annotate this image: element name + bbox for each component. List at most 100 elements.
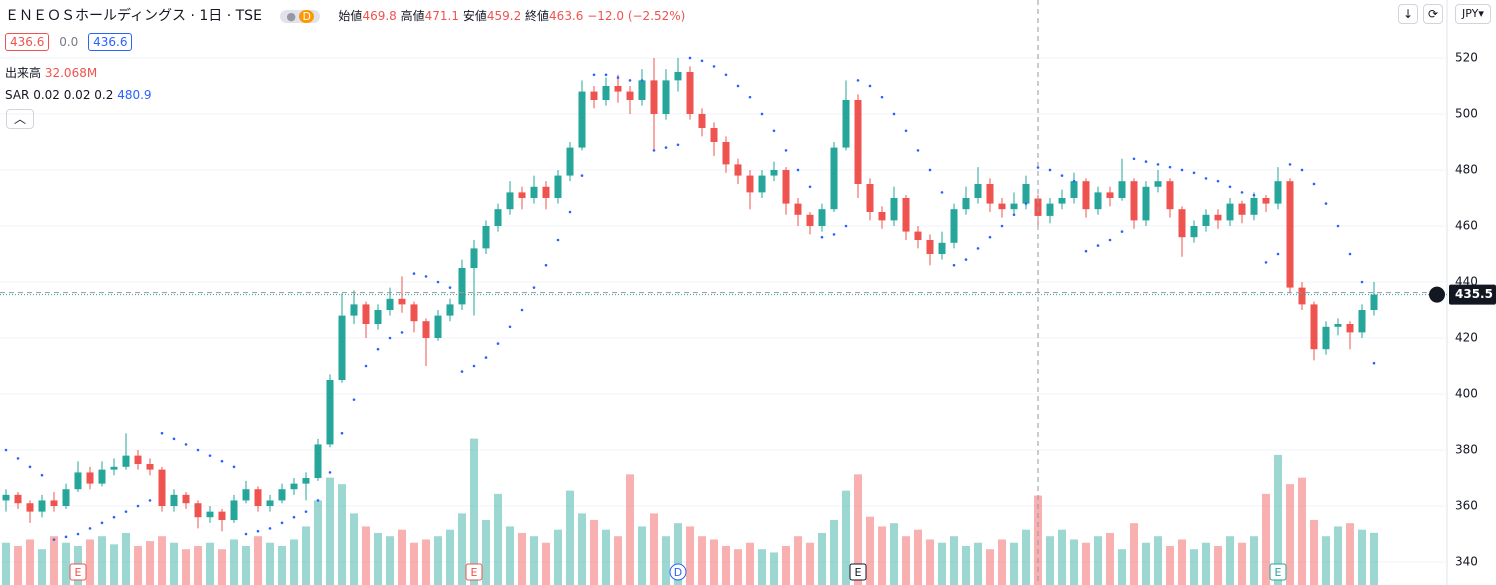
change: −12.0 (−2.52%) bbox=[587, 9, 686, 23]
candle-body bbox=[314, 444, 322, 479]
volume-bar bbox=[146, 541, 154, 585]
y-tick-label: 340 bbox=[1455, 555, 1478, 569]
header: ＥＮＥＯＳホールディングス · 1日 · TSE ● D 始値469.8 高値4… bbox=[5, 5, 685, 25]
volume-bar bbox=[650, 513, 658, 585]
event-marker bbox=[465, 563, 483, 581]
volume-bar bbox=[230, 539, 238, 585]
volume-bar bbox=[62, 542, 70, 585]
candle-body bbox=[494, 209, 502, 226]
candle-body bbox=[854, 99, 862, 184]
volume-bar bbox=[854, 474, 862, 585]
volume-bar bbox=[98, 536, 106, 585]
candle-body bbox=[146, 464, 154, 470]
candle-body bbox=[722, 141, 730, 165]
sar-dot bbox=[280, 521, 284, 525]
candle-body bbox=[290, 483, 298, 490]
volume-bar bbox=[1094, 536, 1102, 585]
sar-dot bbox=[448, 286, 452, 289]
collapse-button[interactable]: ︿ bbox=[6, 109, 34, 129]
sar-dot bbox=[1192, 171, 1196, 175]
sar-dot bbox=[868, 84, 872, 88]
sar-dot bbox=[268, 527, 272, 530]
volume-bar bbox=[722, 545, 730, 585]
sar-dot bbox=[184, 443, 188, 446]
volume-bar bbox=[458, 513, 466, 585]
candle-body bbox=[26, 503, 34, 512]
candle-body bbox=[182, 494, 190, 504]
sar-dot bbox=[508, 325, 512, 329]
sar-dot bbox=[1372, 361, 1376, 365]
volume-bar bbox=[206, 542, 214, 585]
sar-dot bbox=[112, 515, 116, 519]
sar-dot bbox=[244, 532, 248, 536]
volume-bar bbox=[446, 529, 454, 585]
sar-dot bbox=[1204, 177, 1208, 180]
volume-bar bbox=[398, 529, 406, 585]
volume-bar bbox=[542, 542, 550, 585]
sar-legend: SAR 0.02 0.02 0.2 480.9 bbox=[5, 88, 152, 102]
sar-dot bbox=[472, 364, 476, 368]
refresh-button[interactable]: ⟳ bbox=[1423, 4, 1443, 24]
volume-bar bbox=[242, 545, 250, 585]
volume-bar bbox=[890, 523, 898, 585]
candle-body bbox=[998, 203, 1006, 210]
y-tick-label: 400 bbox=[1455, 387, 1478, 401]
sar-dot bbox=[136, 504, 140, 508]
sar-dot bbox=[376, 347, 380, 351]
candle-body bbox=[1082, 181, 1090, 210]
badge-letter: D bbox=[299, 10, 314, 23]
sar-dot bbox=[16, 457, 20, 460]
volume-bar bbox=[302, 526, 310, 585]
volume-bar bbox=[998, 539, 1006, 585]
volume-bar bbox=[1262, 493, 1270, 585]
volume-bar bbox=[758, 549, 766, 585]
candle-body bbox=[1334, 324, 1342, 327]
currency: JPY bbox=[1462, 7, 1479, 20]
event-label: D bbox=[674, 566, 682, 579]
sar-dot bbox=[1060, 174, 1064, 177]
sar-dot bbox=[556, 238, 560, 242]
sar-dot bbox=[952, 263, 956, 267]
badge: ● D bbox=[280, 10, 320, 23]
sar-dot bbox=[844, 224, 848, 228]
sar-dot bbox=[28, 465, 32, 469]
sar-dot bbox=[616, 76, 620, 79]
sar-value: 480.9 bbox=[117, 88, 152, 102]
volume-bar bbox=[578, 513, 586, 585]
volume-bar bbox=[974, 542, 982, 585]
candle-body bbox=[38, 500, 46, 512]
candle-body bbox=[350, 304, 358, 316]
volume-bar bbox=[26, 539, 34, 585]
bid[interactable]: 436.6 bbox=[5, 33, 50, 51]
candle-body bbox=[794, 203, 802, 215]
sar-dot bbox=[712, 65, 716, 68]
candle-body bbox=[242, 489, 250, 501]
close-value: 463.6 bbox=[549, 9, 584, 23]
candle-body bbox=[830, 147, 838, 210]
sar-dot bbox=[856, 79, 860, 82]
candle-body bbox=[206, 511, 214, 518]
download-button[interactable]: ↓ bbox=[1398, 4, 1418, 24]
ask[interactable]: 436.6 bbox=[88, 33, 133, 51]
candle-body bbox=[626, 91, 634, 100]
currency-select[interactable]: JPY▾ bbox=[1455, 4, 1491, 24]
spread: 0.0 bbox=[59, 35, 79, 49]
candle-body bbox=[50, 500, 58, 507]
sar-dot bbox=[208, 454, 212, 457]
candle-body bbox=[422, 321, 430, 339]
candle-body bbox=[1142, 186, 1150, 221]
volume-bar bbox=[290, 539, 298, 585]
volume-bar bbox=[926, 539, 934, 585]
sar-dot bbox=[880, 95, 884, 99]
add-button[interactable] bbox=[1429, 286, 1445, 303]
volume-bar bbox=[614, 536, 622, 585]
volume-bar bbox=[470, 438, 478, 585]
sar-dot bbox=[1012, 213, 1016, 217]
volume-bar bbox=[518, 532, 526, 585]
sar-dot bbox=[760, 112, 764, 116]
y-tick-label: 480 bbox=[1455, 162, 1478, 176]
volume-bar bbox=[746, 542, 754, 585]
sar-dot bbox=[1000, 224, 1004, 228]
sar-dot bbox=[928, 168, 932, 172]
sar-dot bbox=[748, 95, 752, 99]
